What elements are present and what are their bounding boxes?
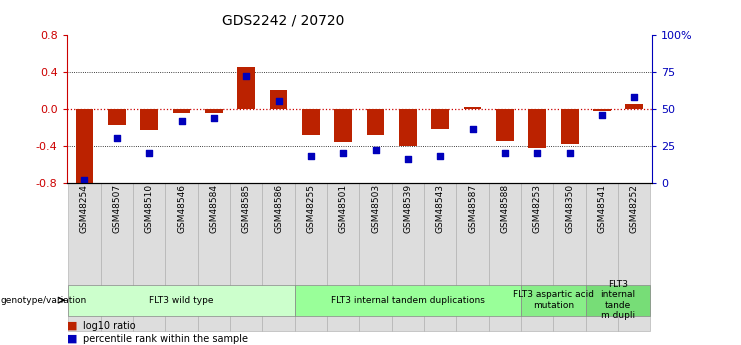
- FancyBboxPatch shape: [489, 183, 521, 331]
- Bar: [76, 109, 93, 185]
- Point: [499, 150, 511, 156]
- Point: [273, 99, 285, 104]
- Bar: [205, 109, 223, 113]
- FancyBboxPatch shape: [456, 183, 489, 331]
- Point: [402, 156, 413, 162]
- FancyBboxPatch shape: [521, 183, 554, 331]
- Point: [596, 112, 608, 117]
- FancyBboxPatch shape: [359, 183, 392, 331]
- Text: percentile rank within the sample: percentile rank within the sample: [83, 334, 248, 344]
- Bar: [270, 90, 288, 109]
- Bar: [334, 109, 352, 142]
- Point: [564, 150, 576, 156]
- Point: [79, 177, 90, 183]
- Point: [111, 136, 123, 141]
- FancyBboxPatch shape: [230, 183, 262, 331]
- FancyBboxPatch shape: [101, 183, 133, 331]
- Bar: [464, 107, 482, 109]
- Point: [531, 150, 543, 156]
- Bar: [367, 109, 385, 135]
- Text: FLT3
internal
tande
m dupli: FLT3 internal tande m dupli: [600, 280, 636, 320]
- Bar: [302, 109, 320, 135]
- FancyBboxPatch shape: [586, 183, 618, 331]
- Text: ■: ■: [67, 334, 77, 344]
- Text: ■: ■: [67, 321, 77, 331]
- Point: [434, 154, 446, 159]
- Bar: [173, 109, 190, 113]
- Bar: [399, 109, 416, 146]
- Text: log10 ratio: log10 ratio: [83, 321, 136, 331]
- Text: FLT3 internal tandem duplications: FLT3 internal tandem duplications: [331, 296, 485, 305]
- FancyBboxPatch shape: [133, 183, 165, 331]
- Point: [305, 154, 317, 159]
- Text: FLT3 aspartic acid
mutation: FLT3 aspartic acid mutation: [513, 290, 594, 310]
- FancyBboxPatch shape: [392, 183, 424, 331]
- FancyBboxPatch shape: [295, 183, 327, 331]
- FancyBboxPatch shape: [68, 183, 101, 331]
- Bar: [237, 67, 255, 109]
- Text: genotype/variation: genotype/variation: [1, 296, 87, 305]
- Point: [208, 115, 220, 120]
- Bar: [625, 104, 643, 109]
- FancyBboxPatch shape: [262, 183, 295, 331]
- Bar: [431, 109, 449, 129]
- Point: [628, 94, 640, 100]
- Point: [467, 127, 479, 132]
- Point: [337, 150, 349, 156]
- FancyBboxPatch shape: [554, 183, 586, 331]
- Bar: [108, 109, 126, 125]
- FancyBboxPatch shape: [198, 183, 230, 331]
- FancyBboxPatch shape: [165, 183, 198, 331]
- FancyBboxPatch shape: [327, 183, 359, 331]
- Point: [176, 118, 187, 123]
- Bar: [528, 109, 546, 148]
- Text: FLT3 wild type: FLT3 wild type: [149, 296, 213, 305]
- FancyBboxPatch shape: [618, 183, 651, 331]
- FancyBboxPatch shape: [424, 183, 456, 331]
- Bar: [593, 109, 611, 110]
- Text: GDS2242 / 20720: GDS2242 / 20720: [222, 14, 345, 28]
- Bar: [140, 109, 158, 130]
- Point: [143, 150, 155, 156]
- Point: [240, 73, 252, 79]
- Bar: [561, 109, 579, 144]
- Bar: [496, 109, 514, 141]
- Point: [370, 147, 382, 153]
